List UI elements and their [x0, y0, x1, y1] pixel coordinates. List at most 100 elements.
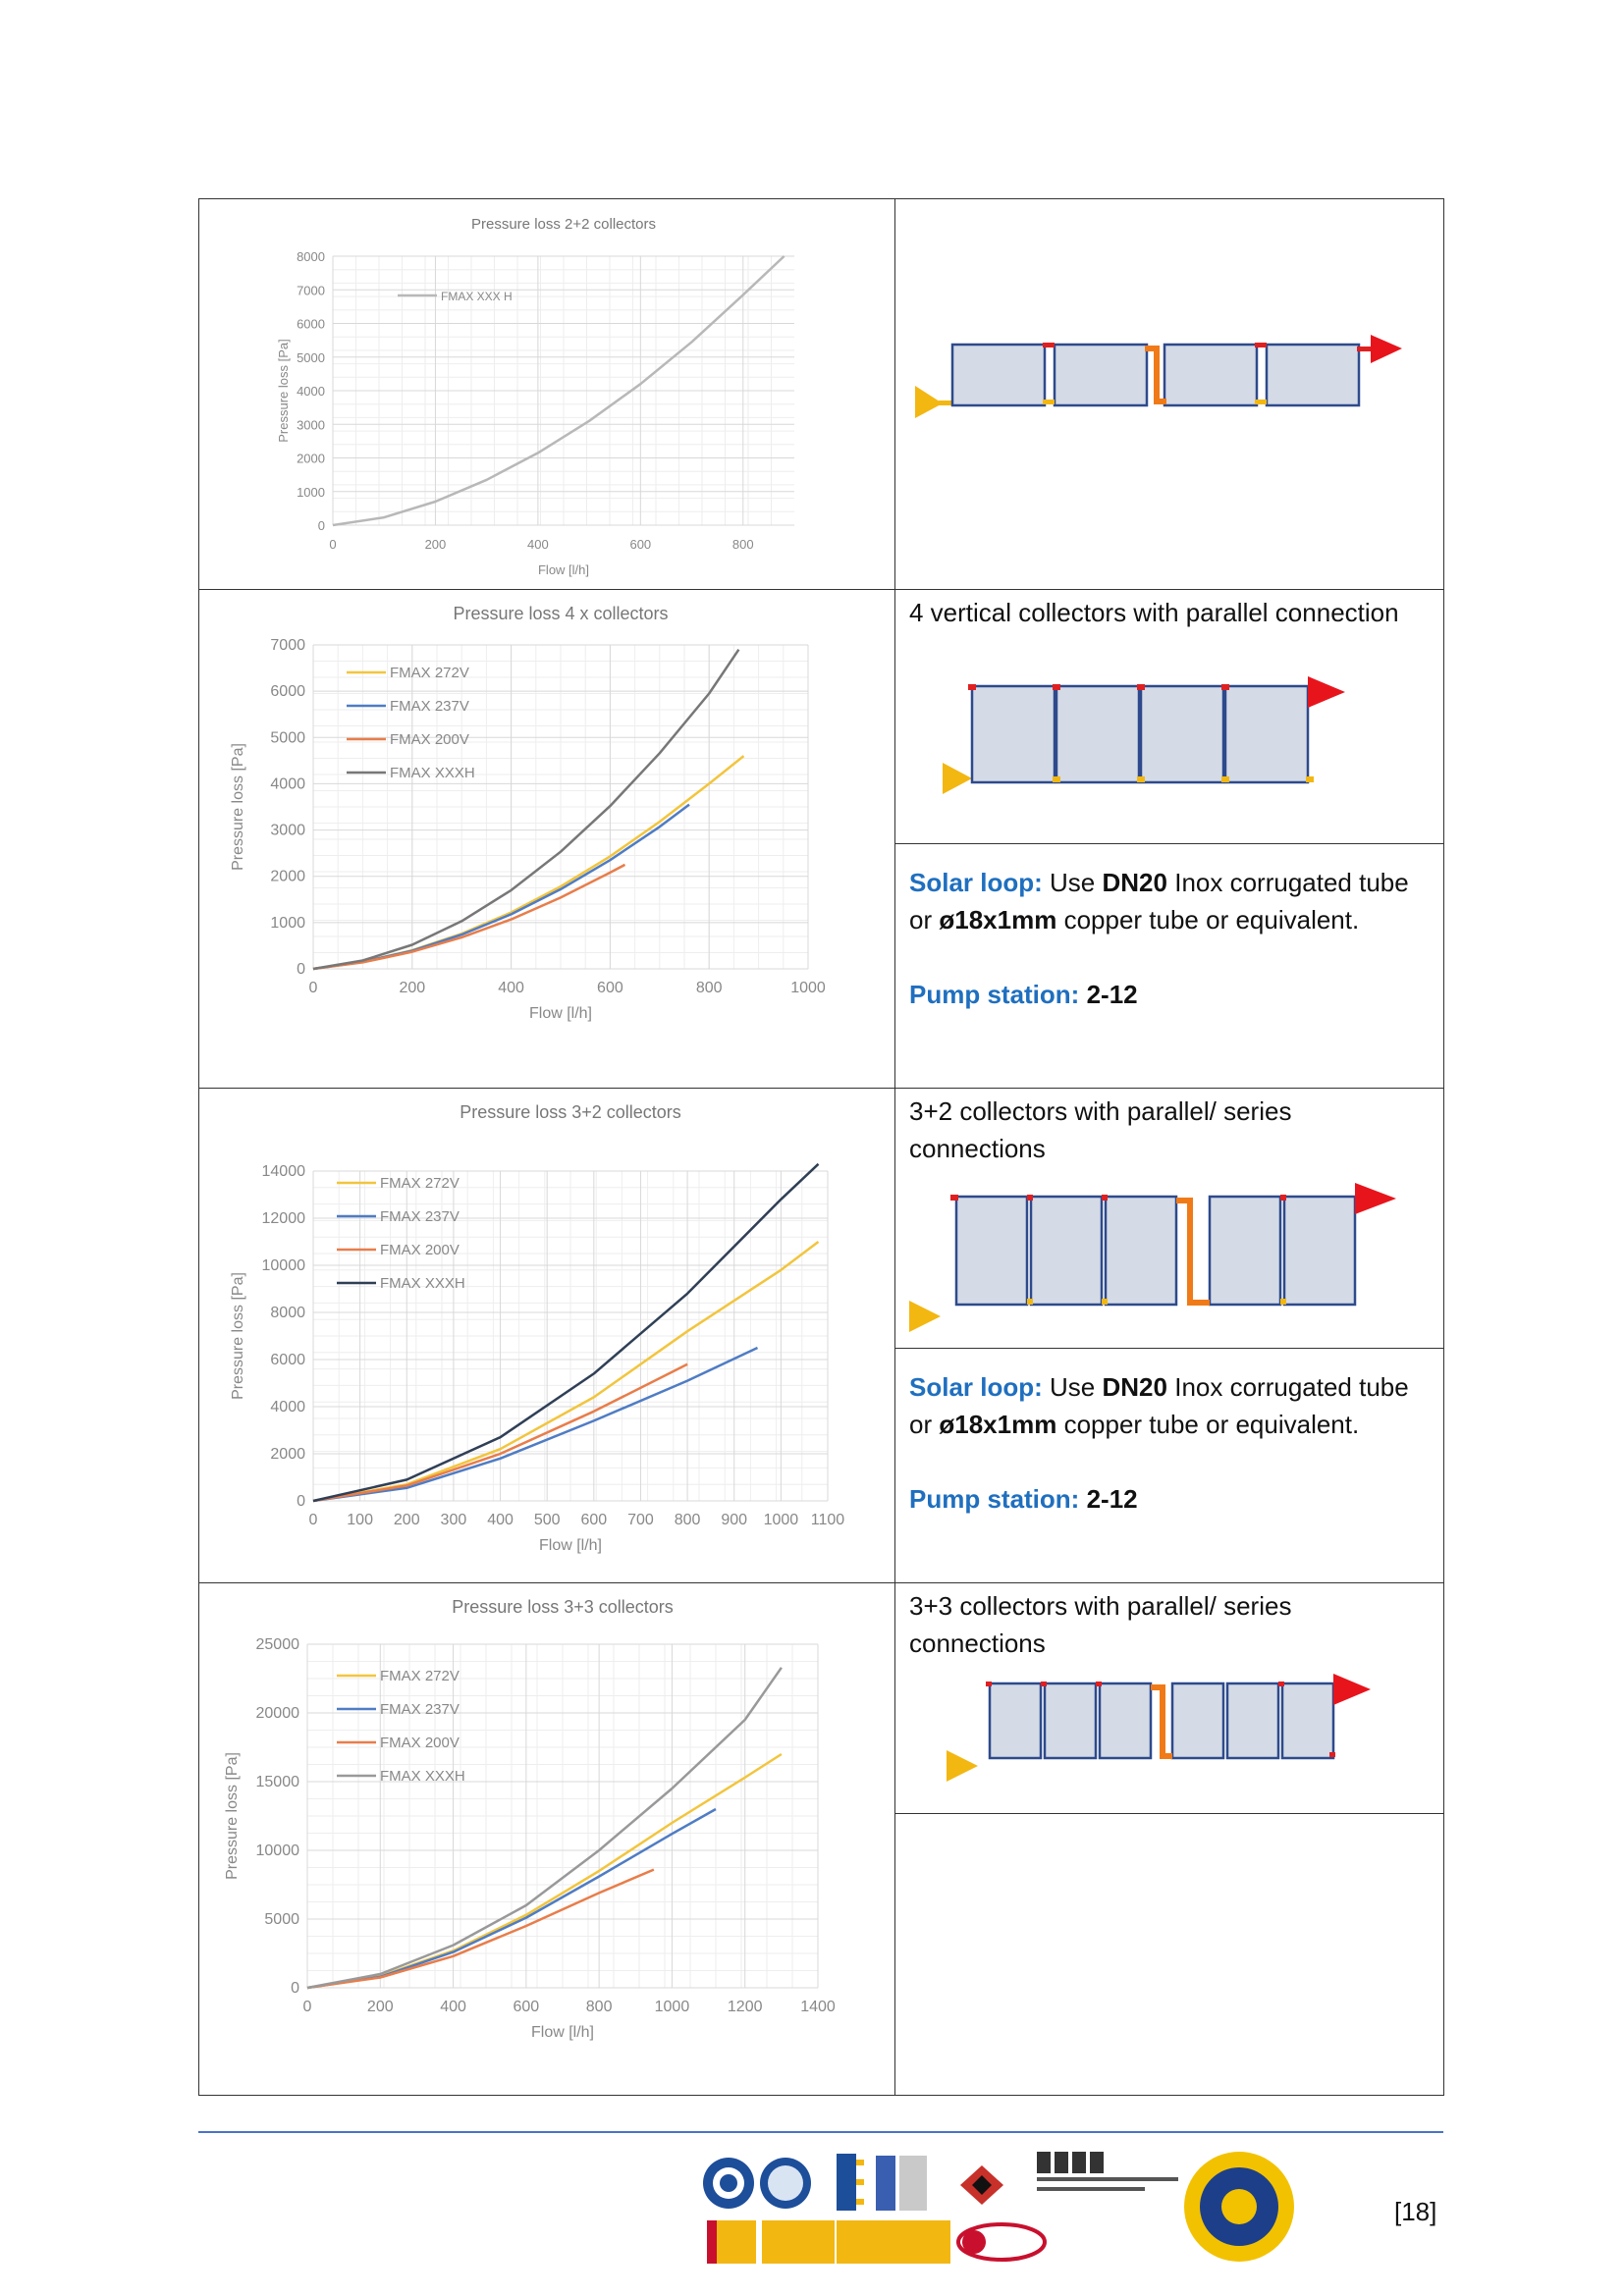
connection-diagram-3plus3 — [947, 1674, 1371, 1782]
chart-title: Pressure loss 3+3 collectors — [452, 1597, 674, 1617]
y-tick-label: 1000 — [270, 915, 305, 932]
pump-station-value: 2-12 — [1086, 980, 1138, 1009]
outlet-arrow-icon — [1355, 1183, 1396, 1214]
outlet-arrow-icon — [1308, 676, 1345, 708]
legend-label: FMAX 237V — [380, 1701, 460, 1718]
solar-loop-dn: DN20 — [1102, 1372, 1167, 1402]
solar-loop-copper: ø18x1mm — [939, 905, 1057, 934]
solar-loop-use: Use — [1050, 1372, 1096, 1402]
pressure-loss-4x-chart: Pressure loss 4 x collectors010002000300… — [230, 604, 826, 1022]
collector-table: Pressure loss 2+2 collectors 0 1000 2000 300… — [198, 198, 1444, 2096]
x-axis-label: Flow [l/h] — [529, 1005, 592, 1022]
x-axis-label: Flow [l/h] — [531, 2024, 594, 2041]
y-tick-label: 5000 — [297, 350, 325, 365]
connection-description: 3+3 collectors with parallel/ series con… — [909, 1591, 1292, 1658]
chart-cell-2plus2: Pressure loss 2+2 collectors 0 1000 2000 300… — [198, 198, 895, 590]
y-axis-label: Pressure loss [Pa] — [224, 1752, 241, 1880]
solar-loop-text2: copper tube or equivalent. — [1063, 905, 1360, 934]
y-tick-label: 15000 — [256, 1774, 300, 1790]
pressure-loss-3plus2-chart: Pressure loss 3+2 collectors020004000600… — [230, 1102, 844, 1554]
x-tick-label: 1400 — [800, 1999, 836, 2015]
y-tick-label: 10000 — [256, 1842, 300, 1859]
y-tick-label: 5000 — [264, 1911, 299, 1928]
x-tick-label: 200 — [399, 980, 425, 996]
x-tick-label: 800 — [675, 1512, 701, 1528]
y-tick-label: 4000 — [297, 384, 325, 399]
x-tick-label: 800 — [696, 980, 723, 996]
legend-label: FMAX XXXH — [380, 1275, 465, 1292]
solar-loop-use: Use — [1050, 868, 1096, 897]
x-tick-label: 600 — [629, 537, 651, 552]
legend-label: FMAX XXXH — [390, 765, 475, 781]
series-line — [306, 1667, 783, 1990]
pressure-loss-2plus2-chart: Pressure loss 2+2 collectors010002000300… — [276, 216, 794, 577]
y-tick-label: 1000 — [297, 485, 325, 500]
info-cell-3plus2: 3+2 collectors with parallel/ series con… — [894, 1088, 1444, 1583]
connection-diagram-3plus2 — [909, 1183, 1396, 1332]
y-tick-label: 2000 — [297, 452, 325, 466]
lvgs-logo — [760, 2158, 811, 2209]
inlet-arrow-icon — [943, 763, 972, 794]
x-tick-label: 100 — [347, 1512, 373, 1528]
x-tick-label: 1000 — [764, 1512, 799, 1528]
solar-loop-text1: Inox corrugated tube or — [909, 868, 1409, 934]
y-tick-label: 3000 — [297, 417, 325, 432]
inlet-arrow-icon — [947, 1750, 978, 1782]
chart-cell-3plus2: Pressure loss 3+2 collectors 0 2000 4000 600… — [198, 1088, 895, 1583]
chart-title: Pressure loss 4 x collectors — [453, 604, 668, 623]
y-tick-label: 14000 — [262, 1163, 306, 1180]
connection-description: 4 vertical collectors with parallel conn… — [909, 598, 1399, 627]
x-tick-label: 800 — [732, 537, 754, 552]
x-tick-label: 400 — [498, 980, 524, 996]
footer-rule — [198, 2131, 1443, 2133]
y-tick-label: 7000 — [297, 283, 325, 297]
y-tick-label: 4000 — [270, 1399, 305, 1415]
legend-label: FMAX 200V — [380, 1242, 460, 1258]
x-tick-label: 400 — [440, 1999, 466, 2015]
x-tick-label: 200 — [425, 537, 447, 552]
x-tick-label: 600 — [597, 980, 623, 996]
x-tick-label: 1000 — [790, 980, 826, 996]
x-tick-label: 400 — [487, 1512, 514, 1528]
pressure-loss-3plus3-chart: Pressure loss 3+3 collectors 0 5000 10000 15… — [224, 1597, 836, 2041]
gscm-seal-logo — [1184, 2152, 1294, 2262]
y-tick-label: 0 — [297, 1493, 305, 1510]
gobierno-espana-logo — [707, 2220, 950, 2264]
solar-loop-label: Solar loop: — [909, 1372, 1043, 1402]
solar-loop-copper: ø18x1mm — [939, 1410, 1057, 1439]
y-tick-label: 0 — [318, 518, 325, 533]
y-tick-label: 3000 — [270, 823, 305, 839]
chart-cell-4x: Pressure loss 4 x collectors 0 1000 2000 300… — [198, 589, 895, 1089]
portrait-logo — [899, 2156, 927, 2211]
series-line — [306, 1868, 655, 1990]
pump-station-label: Pump station: — [909, 980, 1080, 1009]
e-mark-logo — [837, 2154, 864, 2211]
x-axis-label: Flow [l/h] — [539, 1537, 602, 1554]
y-tick-label: 2000 — [270, 869, 305, 885]
legend-label: FMAX 272V — [380, 1668, 460, 1684]
chart-title: Pressure loss 3+2 collectors — [460, 1102, 681, 1122]
x-tick-label: 900 — [721, 1512, 747, 1528]
legend-label: FMAX XXX H — [441, 290, 513, 303]
solar-loop-label: Solar loop: — [909, 868, 1043, 897]
x-tick-label: 0 — [303, 1999, 312, 2015]
solar-loop-text1: Inox corrugated tube or — [909, 1372, 1409, 1439]
page-number: [18] — [1394, 2197, 1437, 2226]
solar-loop-block: Solar loop: Use DN20 Inox corrugated tub… — [895, 843, 1443, 1085]
y-axis-label: Pressure loss [Pa] — [230, 743, 246, 871]
legend-label: FMAX 200V — [390, 731, 469, 748]
y-tick-label: 25000 — [256, 1636, 300, 1653]
x-tick-label: 400 — [527, 537, 549, 552]
dgc-logo — [703, 2158, 754, 2209]
x-tick-label: 300 — [441, 1512, 467, 1528]
x-tick-label: 500 — [534, 1512, 561, 1528]
x-tick-label: 600 — [580, 1512, 607, 1528]
solar-loop-text2: copper tube or equivalent. — [1063, 1410, 1360, 1439]
legend-label: FMAX 237V — [380, 1208, 460, 1225]
y-tick-label: 8000 — [297, 249, 325, 264]
x-tick-label: 0 — [329, 537, 336, 552]
series-line — [312, 1362, 688, 1503]
y-tick-label: 8000 — [270, 1305, 305, 1321]
outlet-arrow-icon — [1333, 1674, 1371, 1705]
connection-diagram-4x — [943, 676, 1345, 794]
